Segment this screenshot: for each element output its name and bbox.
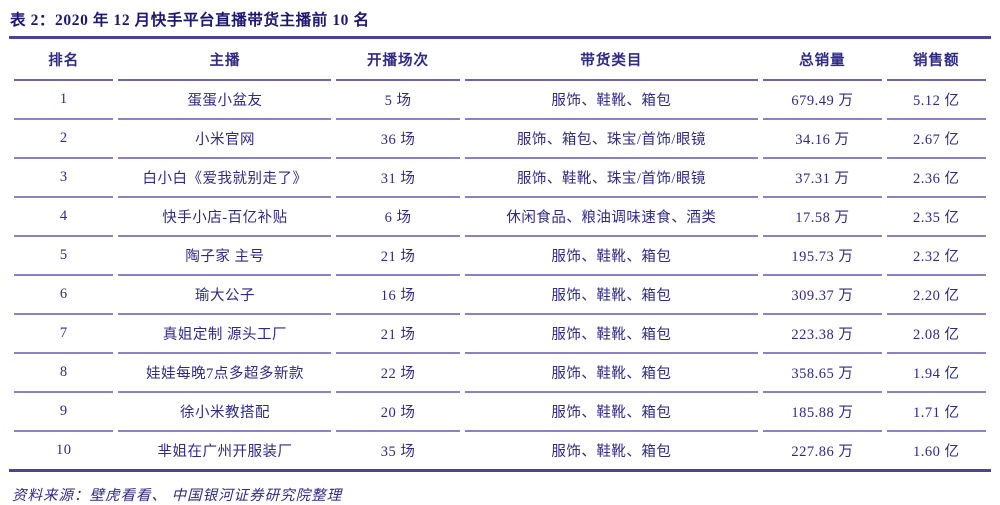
cell-rank: 6 xyxy=(14,276,114,315)
cell-total-sales: 223.38 万 xyxy=(763,315,882,354)
cell-host: 小米官网 xyxy=(118,120,332,159)
header-revenue: 销售额 xyxy=(886,39,986,81)
header-host: 主播 xyxy=(118,39,332,81)
table-row: 8 娃娃每晚7点多超多新款 22 场 服饰、鞋靴、箱包 358.65 万 1.9… xyxy=(14,354,986,393)
table-row: 3 白小白《爱我就别走了》 31 场 服饰、鞋靴、珠宝/首饰/眼镜 37.31 … xyxy=(14,159,986,198)
header-rank: 排名 xyxy=(14,39,114,81)
cell-host: 瑜大公子 xyxy=(118,276,332,315)
cell-rank: 7 xyxy=(14,315,114,354)
cell-rank: 4 xyxy=(14,198,114,237)
cell-total-sales: 37.31 万 xyxy=(763,159,882,198)
cell-sessions: 22 场 xyxy=(336,354,460,393)
table-row: 1 蛋蛋小盆友 5 场 服饰、鞋靴、箱包 679.49 万 5.12 亿 xyxy=(14,81,986,120)
cell-revenue: 2.20 亿 xyxy=(886,276,986,315)
cell-categories: 服饰、鞋靴、箱包 xyxy=(464,237,759,276)
cell-host: 白小白《爱我就别走了》 xyxy=(118,159,332,198)
cell-rank: 3 xyxy=(14,159,114,198)
table-header-row: 排名 主播 开播场次 带货类目 总销量 销售额 xyxy=(14,39,986,81)
ranking-table: 排名 主播 开播场次 带货类目 总销量 销售额 1 蛋蛋小盆友 5 场 服饰、鞋… xyxy=(9,39,991,469)
table-row: 4 快手小店-百亿补贴 6 场 休闲食品、粮油调味速食、酒类 17.58 万 2… xyxy=(14,198,986,237)
cell-rank: 2 xyxy=(14,120,114,159)
table-title: 表 2：2020 年 12 月快手平台直播带货主播前 10 名 xyxy=(10,12,370,29)
cell-categories: 服饰、鞋靴、箱包 xyxy=(551,444,672,460)
table-row: 9 徐小米教搭配 20 场 服饰、鞋靴、箱包 185.88 万 1.71 亿 xyxy=(14,393,986,432)
cell-revenue: 2.32 亿 xyxy=(886,237,986,276)
cell-total-sales: 34.16 万 xyxy=(763,120,882,159)
cell-rank: 5 xyxy=(14,237,114,276)
cell-categories: 服饰、鞋靴、箱包 xyxy=(464,354,759,393)
cell-host: 快手小店-百亿补贴 xyxy=(118,198,332,237)
cell-categories: 服饰、箱包、珠宝/首饰/眼镜 xyxy=(464,120,759,159)
table-row: 2 小米官网 36 场 服饰、箱包、珠宝/首饰/眼镜 34.16 万 2.67 … xyxy=(14,120,986,159)
cell-sessions: 21 场 xyxy=(336,315,460,354)
cell-categories: 服饰、鞋靴、箱包 xyxy=(464,393,759,432)
table-row: 10 芈姐在广州开服装厂 35 场 服饰、鞋靴、箱包 227.86 万 1.60… xyxy=(14,432,986,469)
table-row: 7 真姐定制 源头工厂 21 场 服饰、鞋靴、箱包 223.38 万 2.08 … xyxy=(14,315,986,354)
source-note: 资料来源：壁虎看看、 中国银河证券研究院整理 xyxy=(12,488,343,504)
cell-sessions: 35 场 xyxy=(380,444,416,460)
cell-categories: 休闲食品、粮油调味速食、酒类 xyxy=(464,198,759,237)
cell-categories: 服饰、鞋靴、珠宝/首饰/眼镜 xyxy=(464,159,759,198)
cell-sessions: 5 场 xyxy=(336,81,460,120)
cell-sessions: 20 场 xyxy=(336,393,460,432)
table-row: 5 陶子家 主号 21 场 服饰、鞋靴、箱包 195.73 万 2.32 亿 xyxy=(14,237,986,276)
cell-total-sales: 309.37 万 xyxy=(763,276,882,315)
cell-sessions: 16 场 xyxy=(336,276,460,315)
cell-revenue: 2.08 亿 xyxy=(886,315,986,354)
cell-total-sales: 17.58 万 xyxy=(763,198,882,237)
cell-categories: 服饰、鞋靴、箱包 xyxy=(464,276,759,315)
header-categories: 带货类目 xyxy=(464,39,759,81)
cell-host: 娃娃每晚7点多超多新款 xyxy=(118,354,332,393)
table-body: 1 蛋蛋小盆友 5 场 服饰、鞋靴、箱包 679.49 万 5.12 亿 2 小… xyxy=(14,81,986,469)
cell-revenue: 2.35 亿 xyxy=(886,198,986,237)
cell-revenue: 5.12 亿 xyxy=(886,81,986,120)
cell-host: 陶子家 主号 xyxy=(118,237,332,276)
cell-rank: 9 xyxy=(14,393,114,432)
cell-revenue: 2.67 亿 xyxy=(886,120,986,159)
cell-sessions: 6 场 xyxy=(336,198,460,237)
cell-sessions: 36 场 xyxy=(336,120,460,159)
cell-categories: 服饰、鞋靴、箱包 xyxy=(464,315,759,354)
cell-total-sales: 227.86 万 xyxy=(791,444,854,460)
cell-sessions: 21 场 xyxy=(336,237,460,276)
table-row: 6 瑜大公子 16 场 服饰、鞋靴、箱包 309.37 万 2.20 亿 xyxy=(14,276,986,315)
cell-revenue: 1.60 亿 xyxy=(913,444,960,460)
cell-total-sales: 358.65 万 xyxy=(763,354,882,393)
cell-rank: 1 xyxy=(14,81,114,120)
cell-host: 真姐定制 源头工厂 xyxy=(118,315,332,354)
cell-total-sales: 185.88 万 xyxy=(763,393,882,432)
cell-rank: 8 xyxy=(14,354,114,393)
cell-revenue: 2.36 亿 xyxy=(886,159,986,198)
cell-host: 徐小米教搭配 xyxy=(118,393,332,432)
cell-rank: 10 xyxy=(55,442,72,458)
cell-revenue: 1.71 亿 xyxy=(886,393,986,432)
cell-host: 蛋蛋小盆友 xyxy=(118,81,332,120)
cell-total-sales: 195.73 万 xyxy=(763,237,882,276)
ranking-table-container: 排名 主播 开播场次 带货类目 总销量 销售额 1 蛋蛋小盆友 5 场 服饰、鞋… xyxy=(9,36,991,472)
cell-host: 芈姐在广州开服装厂 xyxy=(157,444,293,460)
cell-total-sales: 679.49 万 xyxy=(763,81,882,120)
header-sessions: 开播场次 xyxy=(336,39,460,81)
cell-revenue: 1.94 亿 xyxy=(886,354,986,393)
cell-sessions: 31 场 xyxy=(336,159,460,198)
header-total-sales: 总销量 xyxy=(763,39,882,81)
cell-categories: 服饰、鞋靴、箱包 xyxy=(464,81,759,120)
